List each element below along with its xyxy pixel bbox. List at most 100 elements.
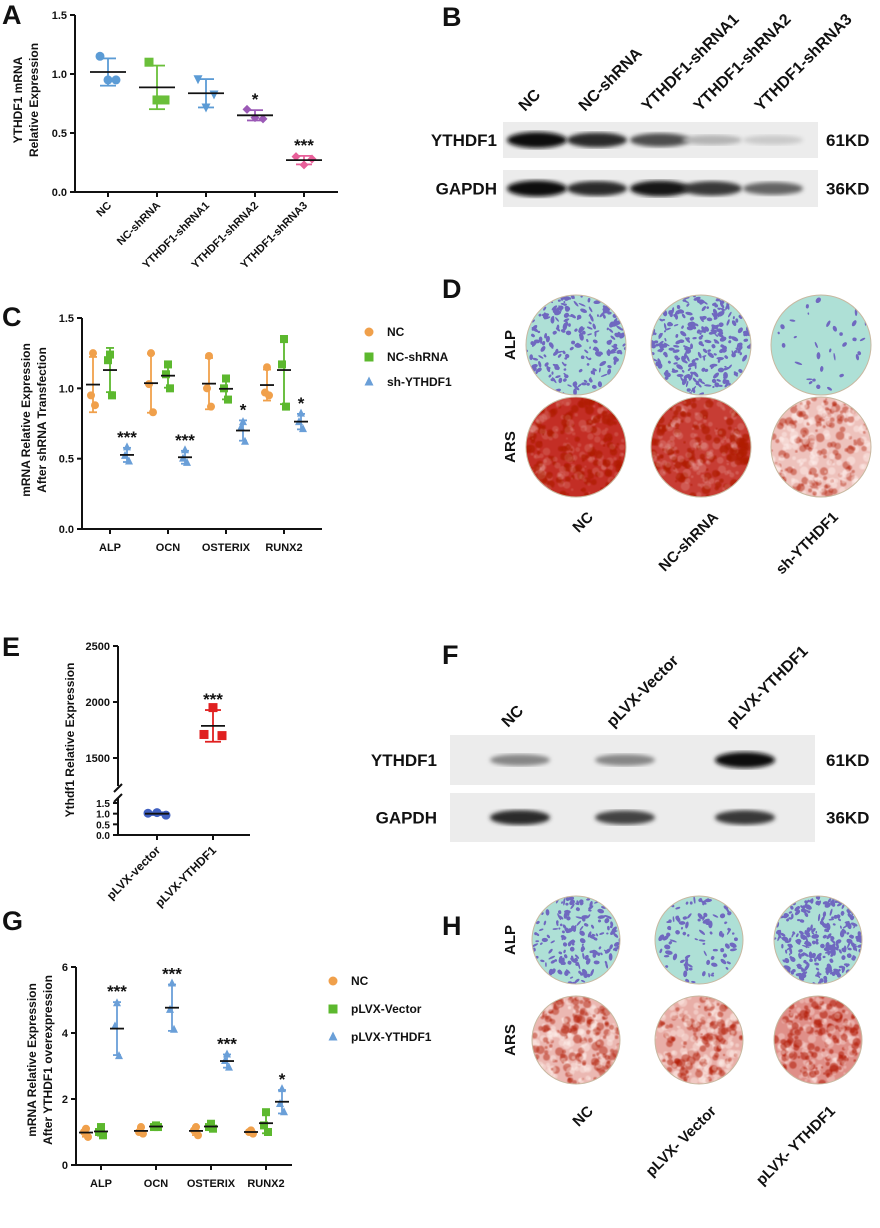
ars-stain-spot bbox=[673, 410, 679, 416]
alp-stain-spot bbox=[578, 327, 585, 333]
alp-stain-spot bbox=[690, 343, 694, 350]
ars-stain-spot bbox=[843, 403, 846, 406]
alp-stain-spot bbox=[607, 365, 612, 369]
alp-stain-spot bbox=[608, 953, 613, 961]
alp-stain-spot bbox=[662, 935, 669, 941]
data-point bbox=[104, 356, 112, 365]
alp-stain-spot bbox=[575, 907, 580, 912]
alp-stain-spot bbox=[663, 954, 670, 958]
ars-stain-spot bbox=[670, 421, 676, 427]
group-runx2-plvx-ythdf1: * bbox=[275, 1070, 289, 1116]
alp-stain-spot bbox=[700, 900, 707, 905]
ars-stain-spot bbox=[590, 450, 596, 456]
ars-stain-spot bbox=[799, 1016, 803, 1021]
data-point bbox=[203, 384, 211, 393]
ars-stain-spot bbox=[665, 1035, 669, 1039]
ars-stain-spot bbox=[809, 467, 817, 476]
ars-stain-spot bbox=[702, 1067, 710, 1075]
ars-stain-spot bbox=[790, 406, 798, 414]
well-content bbox=[526, 295, 626, 395]
alp-stain-spot bbox=[683, 970, 688, 978]
ars-stain-spot bbox=[536, 419, 541, 424]
alp-stain-spot bbox=[857, 931, 862, 936]
ars-stain-spot bbox=[693, 1009, 699, 1015]
alp-stain-spot bbox=[804, 904, 812, 910]
ars-stain-spot bbox=[659, 469, 667, 476]
alp-stain-spot bbox=[676, 357, 681, 361]
alp-stain-spot bbox=[681, 377, 687, 386]
alp-stain-spot bbox=[776, 929, 780, 935]
alp-stain-spot bbox=[565, 896, 570, 901]
alp-stain-spot bbox=[708, 972, 710, 978]
alp-stain-spot bbox=[598, 919, 602, 923]
alp-stain-spot bbox=[573, 388, 577, 395]
group-ocn-plvx-vector bbox=[149, 1121, 163, 1132]
ars-stain-spot bbox=[817, 1005, 822, 1010]
ars-stain-spot bbox=[574, 1066, 580, 1072]
ars-stain-spot bbox=[581, 487, 587, 493]
alp-stain-spot bbox=[603, 949, 608, 954]
data-point bbox=[222, 374, 230, 383]
data-point bbox=[221, 1056, 229, 1065]
ars-stain-spot bbox=[567, 1078, 573, 1084]
alp-stain-spot bbox=[588, 321, 592, 325]
ars-stain-spot bbox=[814, 1080, 817, 1084]
data-point bbox=[280, 335, 288, 344]
ars-stain-spot bbox=[716, 1002, 720, 1006]
alp-stain-spot bbox=[551, 371, 554, 375]
ars-stain-spot bbox=[565, 476, 571, 482]
x-tick-label: ALP bbox=[90, 1178, 112, 1190]
group-ocn-plvx-ythdf1: *** bbox=[162, 965, 182, 1033]
ars-stain-spot bbox=[699, 1056, 705, 1063]
alp-stain-spot bbox=[855, 935, 862, 940]
data-point bbox=[97, 1123, 105, 1132]
ars-stain-spot bbox=[537, 470, 546, 480]
alp-stain-spot bbox=[564, 305, 571, 311]
well-content bbox=[651, 397, 751, 497]
ars-stain-spot bbox=[798, 458, 805, 465]
x-tick-label: OCN bbox=[156, 542, 181, 554]
alp-stain-spot bbox=[659, 948, 663, 954]
significance-label: *** bbox=[203, 690, 223, 709]
well-rim bbox=[773, 895, 863, 985]
data-point bbox=[111, 1021, 119, 1030]
stain-panel-h: ALP ARS NC pLVX- Vector pLVX- YTHDF1 bbox=[502, 895, 863, 1189]
alp-stain-spot bbox=[815, 930, 818, 934]
alp-stain-spot bbox=[658, 332, 662, 338]
alp-stain-spot bbox=[594, 330, 600, 333]
alp-stain-spot bbox=[556, 922, 559, 926]
ars-stain-spot bbox=[669, 1011, 678, 1020]
ars-stain-spot bbox=[722, 487, 726, 491]
alp-stain-spot bbox=[703, 301, 708, 305]
alp-stain-spot bbox=[566, 916, 571, 921]
ars-stain-spot bbox=[679, 410, 686, 417]
x-tick-label: OCN bbox=[144, 1178, 169, 1190]
alp-stain-spot bbox=[710, 956, 715, 960]
ars-stain-spot bbox=[808, 440, 818, 449]
ars-stain-spot bbox=[812, 491, 817, 496]
alp-stain-spot bbox=[846, 953, 852, 959]
well-content bbox=[771, 295, 871, 395]
alp-stain-spot bbox=[653, 332, 657, 336]
ars-stain-spot bbox=[576, 997, 580, 1001]
alp-stain-spot bbox=[795, 933, 799, 938]
data-point bbox=[91, 401, 99, 410]
ars-stain-spot bbox=[709, 1021, 715, 1026]
alp-stain-spot bbox=[712, 948, 718, 952]
data-point bbox=[115, 1051, 123, 1060]
ars-stain-spot bbox=[728, 1057, 732, 1062]
alp-stain-spot bbox=[702, 913, 706, 921]
ars-stain-spot bbox=[584, 424, 593, 433]
ars-stain-spot bbox=[822, 425, 826, 429]
alp-stain-spot bbox=[555, 920, 559, 925]
y-tick-label: 2000 bbox=[86, 697, 110, 709]
significance-label: * bbox=[252, 90, 259, 109]
alp-stain-spot bbox=[675, 915, 681, 922]
ars-stain-spot bbox=[541, 424, 546, 430]
ars-stain-spot bbox=[814, 1014, 821, 1020]
ars-stain-spot bbox=[666, 1066, 673, 1073]
ars-stain-spot bbox=[544, 1050, 549, 1055]
ars-stain-spot bbox=[722, 1053, 726, 1057]
ars-stain-spot bbox=[707, 1012, 712, 1017]
alp-stain-spot bbox=[596, 314, 599, 317]
